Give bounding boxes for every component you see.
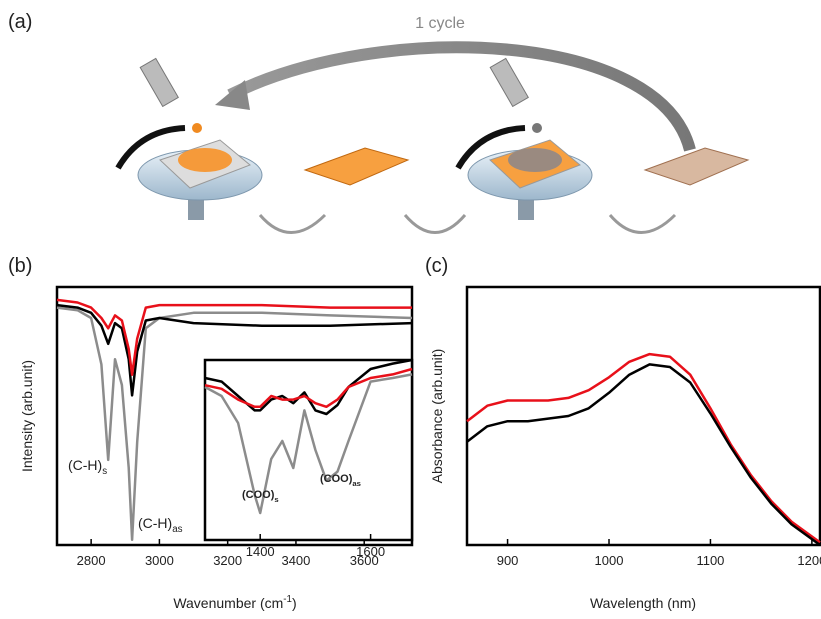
drop <box>532 123 542 133</box>
x-tick-label: 2800 <box>77 553 106 568</box>
cycle-label: 1 cycle <box>415 15 465 32</box>
text-part: Wavenumber (cm <box>173 595 283 611</box>
text-part: (C-H) <box>138 515 172 531</box>
inset-frame <box>205 360 412 540</box>
cycle-arrow <box>230 47 690 150</box>
arrow-head <box>215 80 250 110</box>
panel-label: (b) <box>8 255 32 277</box>
x-tick-label: 3200 <box>213 553 242 568</box>
rich-text: Wavelength (nm) <box>590 595 696 611</box>
figure: (a) 1 cycle 28003000320034003600(C-H)s(C… <box>0 0 821 619</box>
droplet-film <box>508 148 562 172</box>
text-part: (COO) <box>320 473 353 485</box>
panel-label: (c) <box>425 255 448 277</box>
droplet-film <box>178 148 232 172</box>
transfer-arrow <box>260 215 325 233</box>
schematic: (a) 1 cycle <box>8 11 748 233</box>
text-part: (COO) <box>242 489 275 501</box>
text-part: ) <box>292 595 297 611</box>
coated-substrate <box>645 148 748 185</box>
x-tick-label: 1600 <box>356 544 385 559</box>
subscript: s <box>274 495 278 504</box>
pipette <box>490 58 528 106</box>
text-part: Wavelength (nm) <box>590 595 696 611</box>
text-part: (C-H) <box>68 457 102 473</box>
x-tick-label: 1400 <box>246 544 275 559</box>
panel-label: (a) <box>8 11 32 33</box>
x-tick-label: 3000 <box>145 553 174 568</box>
x-tick-label: 1000 <box>595 553 624 568</box>
rich-text: Wavenumber (cm-1) <box>173 594 296 611</box>
x-tick-label: 3400 <box>281 553 310 568</box>
x-tick-label: 900 <box>497 553 519 568</box>
transfer-arrow <box>610 215 675 233</box>
transfer-arrow <box>405 215 465 233</box>
subscript: s <box>102 466 107 477</box>
y-axis-label: Intensity (arb.unit) <box>19 360 35 472</box>
subscript: as <box>172 524 182 535</box>
drop <box>192 123 202 133</box>
superscript: -1 <box>283 594 292 605</box>
pipette <box>140 58 178 106</box>
subscript: as <box>352 479 361 488</box>
plot-frame <box>467 287 820 545</box>
y-axis-label: Absorbance (arb.unit) <box>429 349 445 484</box>
coated-substrate <box>305 148 408 185</box>
x-tick-label: 1200 <box>797 553 821 568</box>
x-tick-label: 1100 <box>696 553 724 568</box>
